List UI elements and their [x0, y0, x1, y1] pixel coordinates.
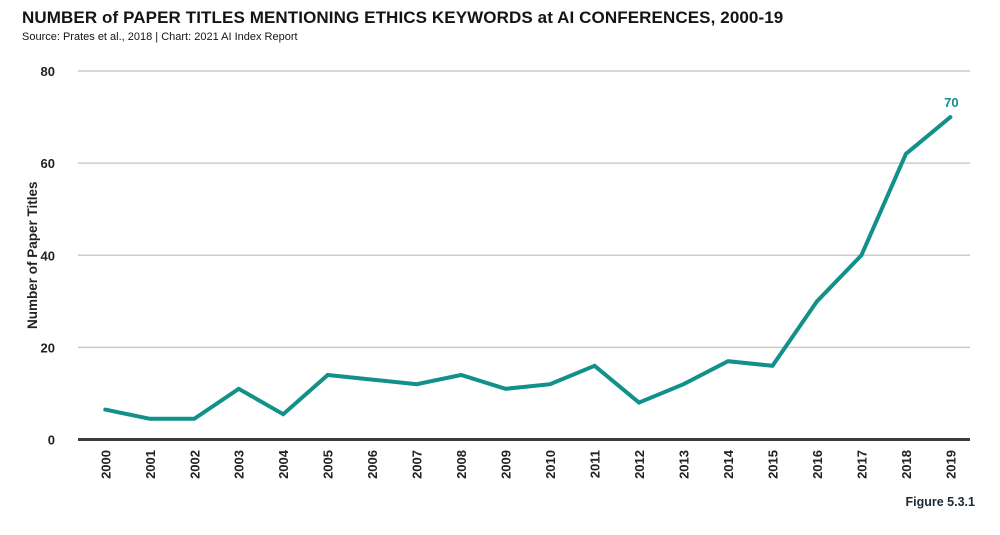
- x-tick-label-2009: 2009: [499, 450, 514, 479]
- x-tick-label-2016: 2016: [810, 450, 825, 479]
- x-tick-label-2001: 2001: [143, 450, 158, 479]
- x-tick-label-2005: 2005: [321, 450, 336, 479]
- x-tick-label-2010: 2010: [543, 450, 558, 479]
- x-tick-label-2015: 2015: [765, 450, 780, 479]
- data-point-label-2019: 70: [944, 95, 958, 110]
- x-tick-label-2013: 2013: [677, 450, 692, 479]
- x-tick-label-2006: 2006: [365, 450, 380, 479]
- y-tick-label-60: 60: [41, 156, 55, 171]
- x-tick-label-2004: 2004: [276, 449, 291, 479]
- source-caption: Source: Prates et al., 2018 | Chart: 202…: [22, 31, 298, 43]
- x-tick-label-2011: 2011: [588, 450, 603, 478]
- figure-number-label: Figure 5.3.1: [905, 495, 975, 509]
- x-tick-label-2008: 2008: [454, 450, 469, 479]
- y-tick-label-40: 40: [41, 248, 55, 263]
- x-tick-label-2012: 2012: [632, 450, 647, 479]
- x-tick-label-2007: 2007: [410, 450, 425, 479]
- y-tick-label-0: 0: [48, 433, 55, 448]
- x-tick-label-2002: 2002: [187, 450, 202, 479]
- y-tick-label-80: 80: [41, 64, 55, 79]
- x-tick-label-2003: 2003: [232, 450, 247, 479]
- x-tick-label-2019: 2019: [943, 450, 958, 479]
- y-axis-title: Number of Paper Titles: [25, 181, 40, 329]
- x-tick-label-2018: 2018: [899, 450, 914, 479]
- page-title: NUMBER of PAPER TITLES MENTIONING ETHICS…: [22, 8, 784, 27]
- x-tick-label-2000: 2000: [98, 450, 113, 479]
- x-tick-label-2017: 2017: [854, 450, 869, 479]
- data-line-series: [103, 115, 953, 421]
- x-tick-label-2014: 2014: [721, 449, 736, 479]
- y-tick-label-20: 20: [41, 340, 55, 355]
